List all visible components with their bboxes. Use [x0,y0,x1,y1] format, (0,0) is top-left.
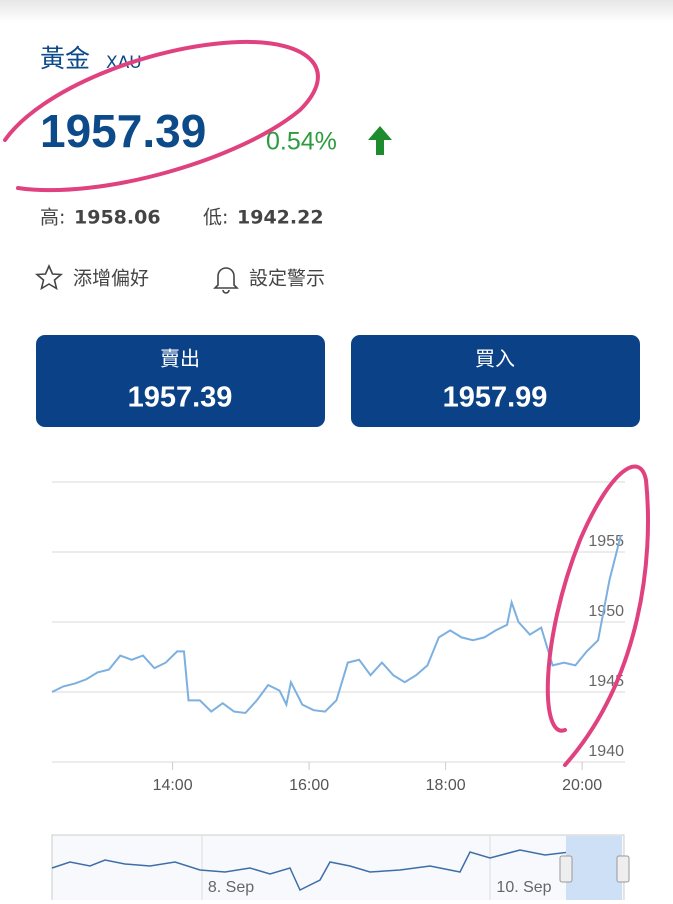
change: 0.54% [266,128,337,156]
navigator-handle[interactable] [559,855,573,883]
annotation-circle [3,39,320,193]
y-tick-label: 1950 [588,603,624,620]
add-favorite[interactable]: 添增偏好 [73,268,149,290]
x-tick-label: 20:00 [562,777,602,794]
up-arrow [368,126,392,155]
buy-button[interactable] [351,335,640,427]
price-line [51,534,622,715]
navigator-handle[interactable] [616,855,630,883]
sell-button[interactable] [36,335,325,427]
y-tick-label: 1940 [588,743,624,760]
navigator-selection[interactable] [566,836,622,904]
x-tick-label: 14:00 [153,777,193,794]
navigator-line [51,844,623,892]
buy-label: 買入 [475,347,515,371]
price: 1957.39 [40,105,206,157]
navigator-label: 10. Sep [496,879,551,896]
buy-price: 1957.99 [443,382,548,414]
low-label: 低: [203,207,228,229]
x-tick-label: 16:00 [289,777,329,794]
set-alert[interactable]: 設定警示 [249,268,325,290]
title: 黃金 [40,44,90,73]
star-icon[interactable] [34,264,64,291]
bell-icon[interactable] [213,267,239,294]
annotation-circle [545,464,650,767]
top-shadow [0,0,673,22]
sell-price: 1957.39 [128,382,233,414]
y-tick-label: 1955 [588,533,624,550]
high: 1958.06 [74,207,161,229]
sell-label: 賣出 [160,347,200,371]
low: 1942.22 [237,207,324,229]
x-tick-label: 18:00 [426,777,466,794]
navigator[interactable] [51,834,625,904]
navigator-label: 8. Sep [208,879,254,896]
high-label: 高: [40,207,65,229]
